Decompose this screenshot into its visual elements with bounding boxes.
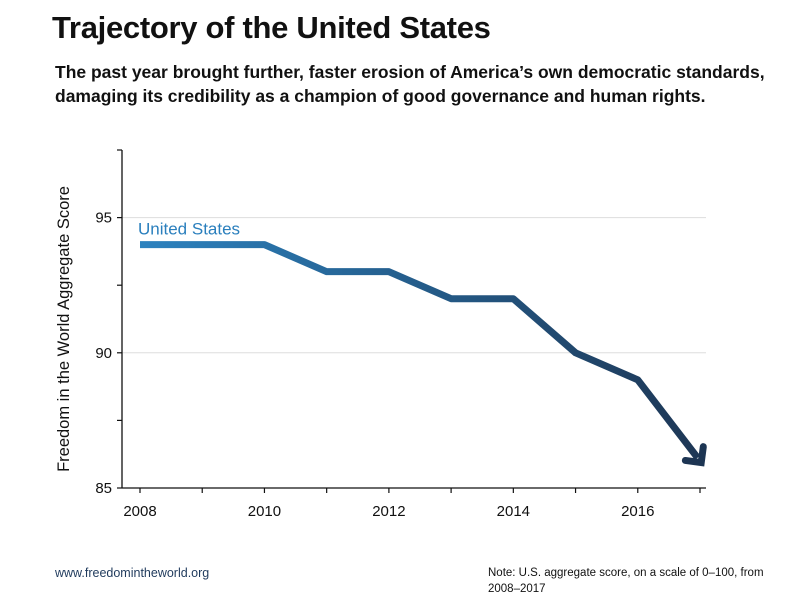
y-axis-title: Freedom in the World Aggregate Score	[55, 186, 73, 472]
y-tick-label: 95	[95, 210, 112, 227]
source-url: www.freedomintheworld.org	[55, 566, 210, 580]
y-tick-label: 85	[95, 480, 112, 497]
y-tick-label: 90	[95, 345, 112, 362]
x-tick-label: 2014	[497, 503, 530, 520]
x-tick-label: 2010	[248, 503, 281, 520]
chart-subtitle: The past year brought further, faster er…	[55, 62, 765, 106]
chart-title: Trajectory of the United States	[52, 10, 491, 45]
x-tick-label: 2016	[621, 503, 654, 520]
x-tick-label: 2008	[123, 503, 156, 520]
series-label: United States	[138, 220, 240, 239]
series-end-arrow	[681, 443, 707, 467]
footnote: Note: U.S. aggregate score, on a scale o…	[488, 567, 764, 595]
series-line-united-states	[140, 241, 701, 460]
x-tick-label: 2012	[372, 503, 405, 520]
